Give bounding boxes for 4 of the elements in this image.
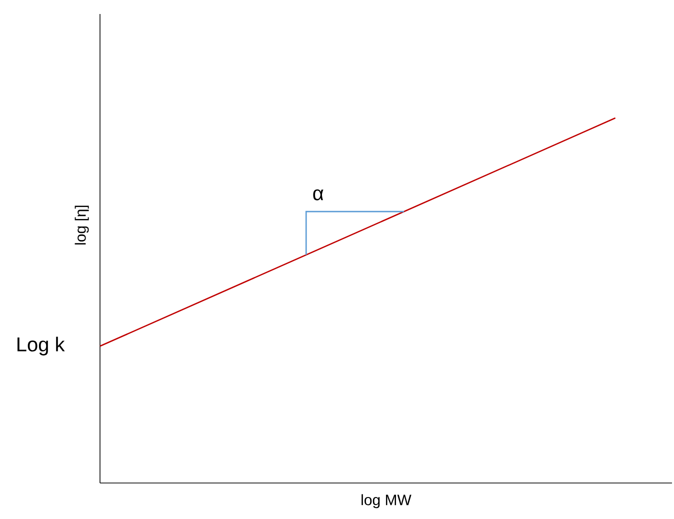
x-axis-title: log MW [362, 494, 412, 508]
annotation: Log k [18, 336, 65, 356]
y-axis-title: log [η] [74, 206, 89, 244]
annotation: α [313, 189, 324, 200]
